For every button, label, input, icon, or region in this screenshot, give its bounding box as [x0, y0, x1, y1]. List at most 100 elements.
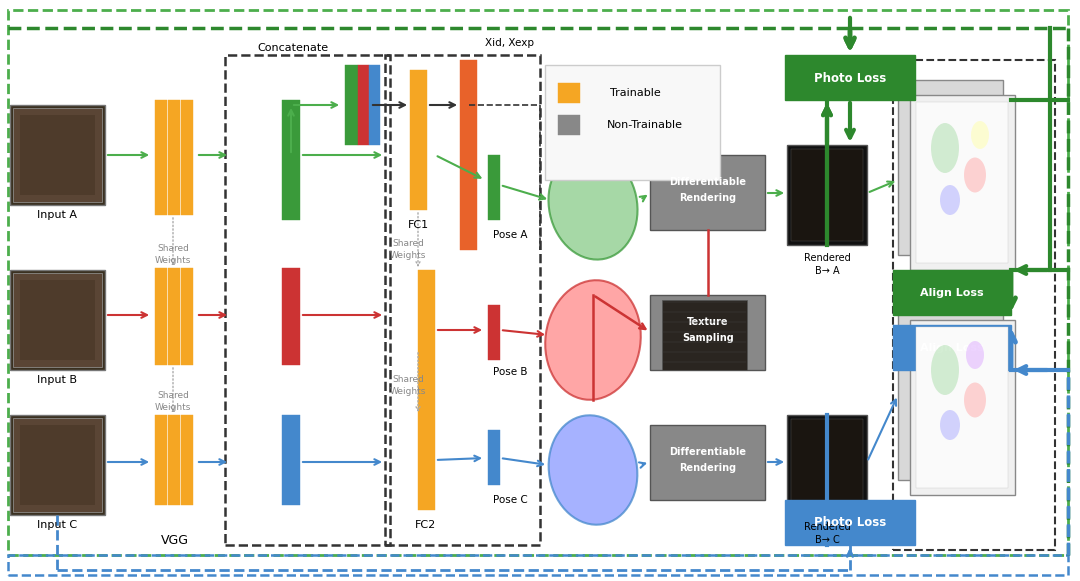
Bar	[545, 65, 720, 180]
Bar	[410, 70, 427, 210]
Bar	[181, 100, 193, 215]
Bar	[282, 268, 300, 365]
Ellipse shape	[940, 410, 960, 440]
Bar	[916, 327, 1008, 488]
Text: B→ C: B→ C	[814, 535, 839, 545]
Text: Weights: Weights	[154, 403, 191, 411]
Bar	[558, 83, 580, 103]
Bar	[460, 60, 477, 250]
Text: Photo Loss: Photo Loss	[814, 517, 886, 529]
Bar	[893, 270, 1011, 315]
Bar	[897, 80, 1003, 255]
Text: Input B: Input B	[37, 375, 77, 385]
Text: Differentiable: Differentiable	[670, 177, 746, 187]
Ellipse shape	[545, 280, 640, 400]
Text: Shared: Shared	[392, 238, 424, 248]
Bar	[156, 415, 167, 505]
Ellipse shape	[931, 123, 959, 173]
Text: Pose B: Pose B	[492, 367, 527, 377]
Bar	[558, 115, 580, 135]
Text: Pose A: Pose A	[492, 230, 527, 240]
Bar	[10, 270, 105, 370]
Bar	[8, 555, 1068, 575]
Bar	[662, 300, 747, 370]
Text: Rendering: Rendering	[679, 463, 737, 473]
Bar	[13, 418, 102, 512]
Text: Align Loss: Align Loss	[920, 288, 984, 298]
Bar	[488, 305, 500, 360]
Text: VGG: VGG	[161, 533, 189, 547]
Bar	[910, 320, 1015, 495]
Text: Rendered: Rendered	[804, 253, 850, 263]
Bar	[787, 415, 867, 515]
Bar	[791, 419, 863, 511]
Text: Trainable: Trainable	[609, 88, 660, 98]
Text: Input A: Input A	[37, 210, 77, 220]
Text: Align Loss: Align Loss	[920, 343, 984, 353]
Bar	[910, 95, 1015, 270]
Ellipse shape	[966, 341, 984, 369]
Bar	[21, 280, 95, 360]
Text: Concatenate: Concatenate	[257, 43, 328, 53]
Bar	[13, 108, 102, 202]
Bar	[650, 155, 765, 230]
Bar	[893, 325, 1011, 370]
Bar	[488, 430, 500, 485]
Text: Sampling: Sampling	[683, 333, 734, 343]
Ellipse shape	[964, 382, 986, 418]
Ellipse shape	[964, 157, 986, 192]
Text: Shared: Shared	[157, 390, 189, 400]
Text: Xid, Xexp: Xid, Xexp	[486, 38, 535, 48]
Bar	[181, 268, 193, 365]
Text: Differentiable: Differentiable	[670, 447, 746, 457]
Bar	[418, 270, 435, 510]
Bar	[650, 295, 765, 370]
Bar	[369, 65, 380, 145]
Bar	[893, 60, 1055, 550]
Bar	[156, 268, 167, 365]
Bar	[282, 100, 300, 220]
Bar	[650, 425, 765, 500]
Text: B→ A: B→ A	[814, 266, 839, 276]
Text: Weights: Weights	[390, 388, 427, 396]
Text: FC1: FC1	[407, 220, 429, 230]
Bar	[787, 145, 867, 245]
Bar	[21, 115, 95, 195]
Text: Weights: Weights	[154, 256, 191, 264]
Bar	[168, 268, 180, 365]
Ellipse shape	[549, 415, 637, 525]
Bar	[357, 65, 369, 145]
Text: Pose C: Pose C	[492, 495, 527, 505]
Text: Texture: Texture	[687, 317, 729, 327]
Bar	[10, 415, 105, 515]
Bar	[897, 305, 1003, 480]
Bar	[791, 149, 863, 241]
Text: Shared: Shared	[157, 243, 189, 253]
Text: Non-Trainable: Non-Trainable	[607, 120, 683, 130]
Bar	[168, 415, 180, 505]
Bar	[21, 425, 95, 505]
Bar	[282, 415, 300, 505]
Bar	[345, 65, 357, 145]
Bar	[785, 500, 915, 545]
Bar	[488, 155, 500, 220]
Bar	[916, 102, 1008, 263]
Text: Shared: Shared	[392, 375, 424, 385]
Text: Input C: Input C	[37, 520, 77, 530]
Bar	[225, 55, 390, 545]
Ellipse shape	[549, 150, 637, 260]
Bar	[384, 55, 540, 545]
Bar	[13, 273, 102, 367]
Ellipse shape	[931, 345, 959, 395]
Text: FC2: FC2	[416, 520, 436, 530]
Text: Rendered: Rendered	[804, 522, 850, 532]
Bar	[156, 100, 167, 215]
Ellipse shape	[971, 121, 989, 149]
Text: Weights: Weights	[390, 250, 427, 260]
Ellipse shape	[940, 185, 960, 215]
Bar	[10, 105, 105, 205]
Text: Photo Loss: Photo Loss	[814, 71, 886, 84]
Bar	[168, 100, 180, 215]
Text: Rendering: Rendering	[679, 193, 737, 203]
Bar	[785, 55, 915, 100]
